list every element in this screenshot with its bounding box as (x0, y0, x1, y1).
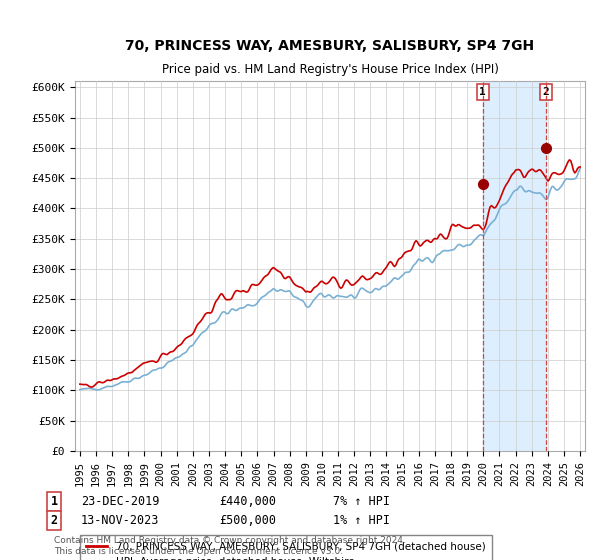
Text: 1: 1 (50, 494, 58, 508)
Legend: 70, PRINCESS WAY, AMESBURY, SALISBURY, SP4 7GH (detached house), HPI: Average pr: 70, PRINCESS WAY, AMESBURY, SALISBURY, S… (80, 535, 491, 560)
Text: 70, PRINCESS WAY, AMESBURY, SALISBURY, SP4 7GH: 70, PRINCESS WAY, AMESBURY, SALISBURY, S… (125, 39, 535, 54)
Text: 23-DEC-2019: 23-DEC-2019 (81, 494, 160, 508)
Text: 2: 2 (50, 514, 58, 528)
Text: £500,000: £500,000 (219, 514, 276, 528)
Text: 1: 1 (479, 87, 486, 97)
Text: £440,000: £440,000 (219, 494, 276, 508)
Bar (483, 81, 546, 451)
Text: 1% ↑ HPI: 1% ↑ HPI (333, 514, 390, 528)
Text: 2: 2 (542, 87, 549, 97)
Text: 7% ↑ HPI: 7% ↑ HPI (333, 494, 390, 508)
Text: Price paid vs. HM Land Registry's House Price Index (HPI): Price paid vs. HM Land Registry's House … (161, 63, 499, 76)
Text: 13-NOV-2023: 13-NOV-2023 (81, 514, 160, 528)
Text: Contains HM Land Registry data © Crown copyright and database right 2024.
This d: Contains HM Land Registry data © Crown c… (54, 536, 406, 556)
